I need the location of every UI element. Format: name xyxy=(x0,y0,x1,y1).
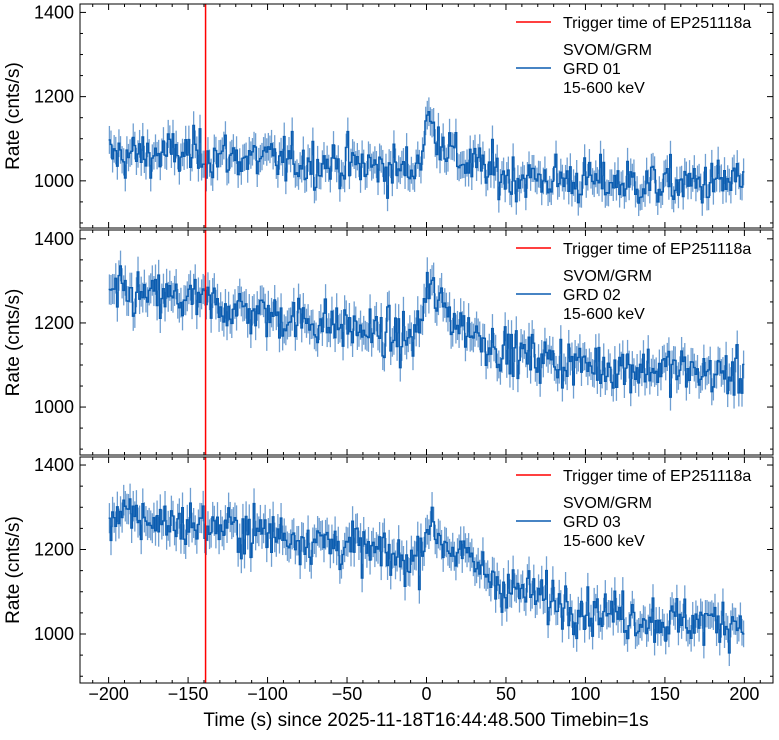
x-tick-label: −200 xyxy=(88,684,129,704)
series-line-grd-03 xyxy=(108,498,745,654)
y-axis-label: Rate (cnts/s) xyxy=(3,289,24,397)
legend-trigger-label: Trigger time of EP251118a xyxy=(563,15,751,32)
panel-2: 1000 1200 1400 Rate (cnts/s) Trigger time of… xyxy=(3,229,774,456)
y-axis-label: Rate (cnts/s) xyxy=(3,516,24,624)
legend-instrument: SVOM/GRM xyxy=(563,268,652,285)
data-layer xyxy=(108,97,745,217)
legend-detector: GRD 03 xyxy=(563,514,621,531)
x-tick-label: −50 xyxy=(332,684,363,704)
legend-band: 15-600 keV xyxy=(563,80,645,97)
y-tick-label: 1200 xyxy=(34,540,74,560)
x-tick-label: 200 xyxy=(729,684,759,704)
y-tick-label: 1000 xyxy=(34,171,74,191)
y-tick-label: 1400 xyxy=(34,2,74,22)
legend-trigger-label: Trigger time of EP251118a xyxy=(563,468,751,485)
axes-frame xyxy=(79,456,774,684)
legend-band: 15-600 keV xyxy=(563,306,645,323)
x-tick-label: −100 xyxy=(247,684,288,704)
y-tick-label: 1000 xyxy=(34,397,74,417)
panel-3: 1000 1200 1400 Rate (cnts/s) Trigger time of… xyxy=(3,455,774,684)
legend-instrument: SVOM/GRM xyxy=(563,42,652,59)
y-tick-label: 1000 xyxy=(34,624,74,644)
legend-trigger-label: Trigger time of EP251118a xyxy=(563,241,751,258)
legend: Trigger time of EP251118a SVOM/GRM GRD 03 1… xyxy=(516,468,751,550)
legend-band: 15-600 keV xyxy=(563,533,645,550)
x-tick-label: 100 xyxy=(570,684,600,704)
data-layer xyxy=(108,483,745,667)
legend-instrument: SVOM/GRM xyxy=(563,495,652,512)
y-axis-label: Rate (cnts/s) xyxy=(3,62,24,170)
legend-detector: GRD 01 xyxy=(563,61,621,78)
legend-detector: GRD 02 xyxy=(563,287,621,304)
x-tick-label: 150 xyxy=(650,684,680,704)
legend: Trigger time of EP251118a SVOM/GRM GRD 01 1… xyxy=(516,15,751,97)
panel-1: 1000 1200 1400 Rate (cnts/s) Trigger time of… xyxy=(3,2,774,229)
x-axis-label: Time (s) since 2025-11-18T16:44:48.500 T… xyxy=(203,710,648,731)
x-tick-label: 0 xyxy=(421,684,431,704)
y-tick-label: 1200 xyxy=(34,87,74,107)
x-tick-label: −150 xyxy=(168,684,209,704)
legend: Trigger time of EP251118a SVOM/GRM GRD 02 1… xyxy=(516,241,751,323)
series-line-grd-02 xyxy=(108,265,745,398)
data-layer xyxy=(108,250,745,411)
y-tick-label: 1400 xyxy=(34,229,74,249)
y-tick-label: 1200 xyxy=(34,313,74,333)
series-line-grd-01 xyxy=(108,111,745,204)
x-tick-label: 50 xyxy=(496,684,516,704)
y-tick-label: 1400 xyxy=(34,455,74,475)
